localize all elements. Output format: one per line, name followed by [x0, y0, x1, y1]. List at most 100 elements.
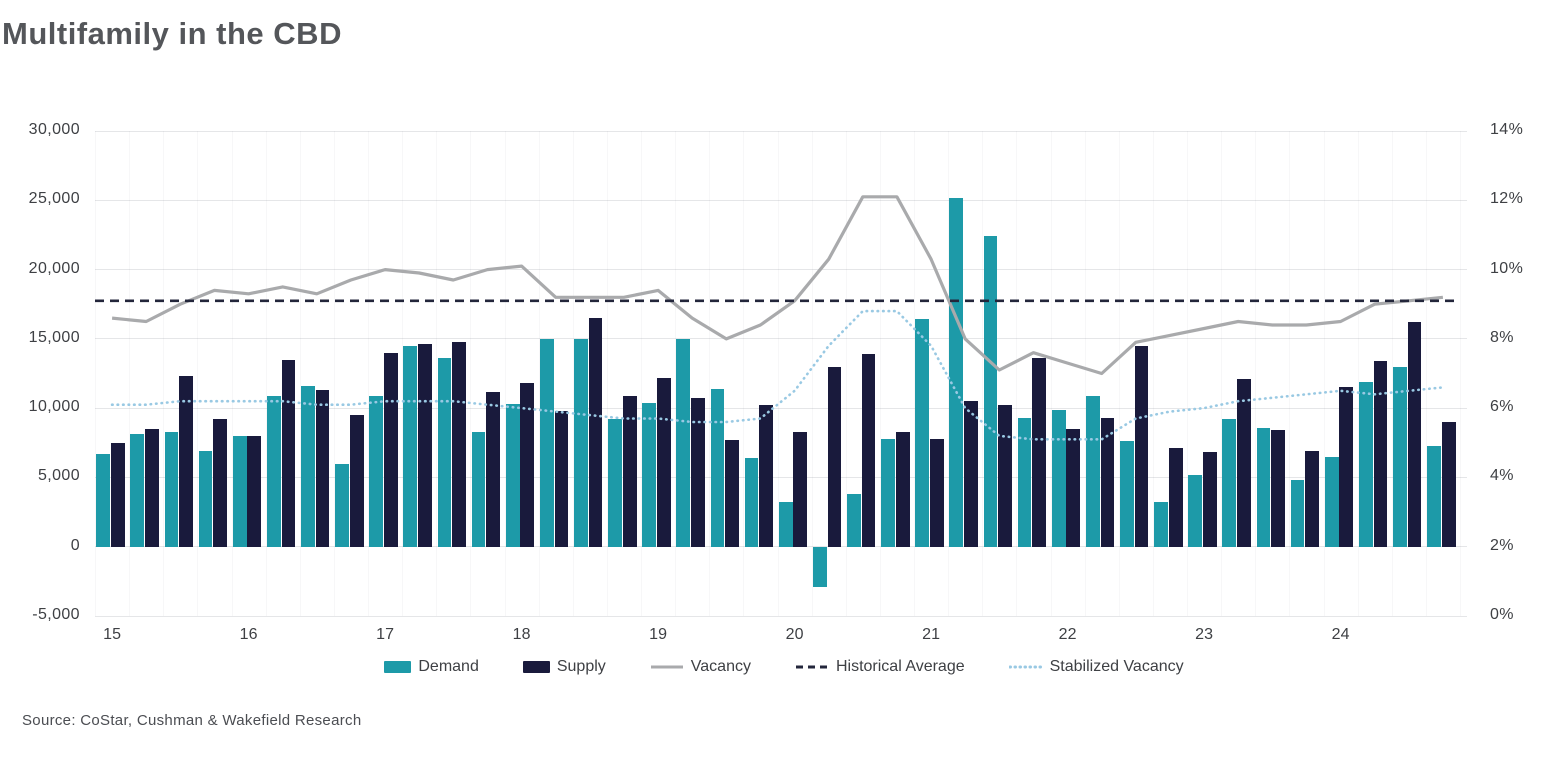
- supply-bar: [247, 435, 262, 547]
- quarter-gridline: [1118, 131, 1120, 616]
- quarter-gridline: [879, 131, 881, 616]
- right-axis-tick: 10%: [1490, 259, 1524, 277]
- demand-bar: [915, 319, 930, 547]
- supply-bar: [213, 419, 228, 547]
- demand-bar: [130, 434, 145, 547]
- quarter-gridline: [1323, 131, 1325, 616]
- x-axis-year-label: 16: [239, 626, 258, 643]
- quarter-gridline: [948, 131, 950, 616]
- supply-bar: [520, 383, 535, 547]
- quarter-gridline: [1152, 131, 1154, 616]
- quarter-gridline: [1221, 131, 1223, 616]
- legend-label: Supply: [556, 658, 606, 675]
- right-axis-tick: 0%: [1490, 606, 1514, 623]
- quarter-gridline: [743, 131, 745, 616]
- legend-swatch-bar: [384, 661, 412, 673]
- quarter-gridline: [709, 131, 711, 616]
- supply-bar: [1168, 448, 1183, 547]
- demand-bar: [1290, 480, 1305, 547]
- quarter-gridline: [606, 131, 608, 616]
- legend-swatch-line: [650, 665, 683, 669]
- gridline: [95, 199, 1467, 201]
- quarter-gridline: [402, 131, 404, 616]
- demand-bar: [232, 435, 247, 547]
- quarter-gridline: [1289, 131, 1291, 616]
- demand-bar: [164, 431, 179, 547]
- quarter-gridline: [1357, 131, 1359, 616]
- supply-bar: [1441, 422, 1456, 547]
- demand-bar: [471, 431, 486, 547]
- left-axis-tick: 10,000: [28, 398, 80, 416]
- supply-bar: [861, 354, 876, 547]
- legend-swatch-dashed: [795, 665, 828, 669]
- supply-bar: [793, 431, 808, 547]
- supply-bar: [1100, 417, 1115, 547]
- supply-bar: [452, 341, 466, 547]
- left-axis-tick: 15,000: [28, 328, 80, 346]
- quarter-gridline: [845, 131, 847, 616]
- quarter-gridline: [1255, 131, 1257, 616]
- quarter-gridline: [675, 131, 677, 616]
- x-axis-year-label: 22: [1058, 626, 1077, 643]
- demand-bar: [1154, 502, 1168, 547]
- legend-item-vacancy: Vacancy: [650, 658, 751, 676]
- supply-bar: [179, 376, 193, 547]
- demand-bar: [1120, 441, 1134, 547]
- gridline: [95, 338, 1467, 340]
- left-axis-tick: 30,000: [28, 121, 80, 138]
- quarter-gridline: [197, 131, 199, 616]
- demand-bar: [403, 345, 418, 547]
- gridline: [95, 546, 1467, 548]
- left-axis-tick: 0: [70, 536, 80, 554]
- demand-bar: [983, 236, 998, 547]
- vacancy-line: [111, 195, 1444, 376]
- supply-bar: [554, 410, 569, 547]
- supply-bar: [895, 431, 910, 547]
- supply-bar: [827, 366, 842, 547]
- quarter-gridline: [163, 131, 165, 616]
- demand-bar: [1256, 427, 1271, 547]
- demand-bar: [301, 385, 315, 547]
- x-axis-year-label: 18: [512, 626, 531, 643]
- quarter-gridline: [504, 131, 506, 616]
- supply-bar: [418, 344, 432, 547]
- quarter-gridline: [265, 131, 267, 616]
- legend-item-supply: Supply: [522, 658, 606, 676]
- legend-swatch-dotted: [1008, 665, 1043, 669]
- gridline: [95, 476, 1467, 478]
- demand-bar: [608, 419, 622, 547]
- demand-bar: [369, 395, 384, 547]
- quarter-gridline: [982, 131, 984, 616]
- chart-title: Multifamily in the CBD: [2, 16, 342, 51]
- gridline: [95, 130, 1467, 132]
- supply-bar: [1134, 345, 1149, 547]
- supply-bar: [486, 391, 501, 547]
- demand-bar: [642, 402, 657, 547]
- x-axis-year-label: 17: [376, 626, 394, 643]
- supply-bar: [1202, 452, 1217, 547]
- demand-bar: [1427, 445, 1441, 547]
- demand-bar: [1017, 417, 1032, 547]
- legend-swatch-bar: [522, 661, 550, 673]
- demand-bar: [96, 453, 111, 547]
- quarter-gridline: [1460, 131, 1461, 616]
- right-axis-tick: 8%: [1490, 328, 1514, 346]
- demand-bar: [505, 403, 520, 547]
- quarter-gridline: [129, 131, 131, 616]
- supply-bar: [1305, 451, 1320, 547]
- supply-bar: [929, 438, 944, 547]
- demand-bar: [1324, 456, 1339, 547]
- source-attribution: Source: CoStar, Cushman & Wakefield Rese…: [22, 712, 362, 729]
- quarter-gridline: [572, 131, 574, 616]
- demand-bar: [881, 438, 895, 547]
- stabilized-vacancy-line: [110, 309, 1445, 441]
- chart-legend: Demand Supply Vacancy Historical Average Sta…: [0, 658, 1568, 676]
- supply-bar: [588, 318, 603, 547]
- demand-bar: [437, 358, 452, 547]
- supply-bar: [759, 405, 774, 547]
- supply-bar: [691, 398, 705, 547]
- quarter-gridline: [95, 131, 96, 616]
- demand-bar: [1051, 409, 1066, 547]
- supply-bar: [1407, 322, 1422, 547]
- right-axis-tick: 4%: [1490, 467, 1514, 485]
